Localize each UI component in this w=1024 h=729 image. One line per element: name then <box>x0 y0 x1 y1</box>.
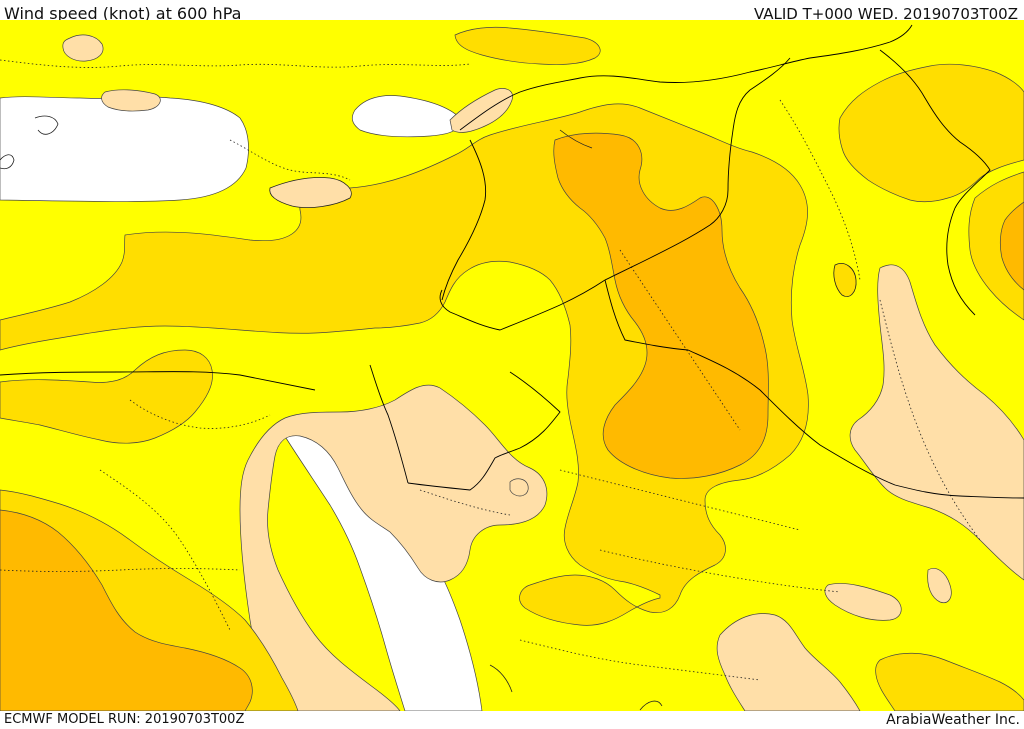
valid-time-label: VALID T+000 WED. 20190703T00Z <box>753 5 1018 23</box>
wind-band-high-far-east <box>999 201 1024 291</box>
wind-band-low-sinai <box>239 384 548 711</box>
wind-speed-map <box>0 20 1024 711</box>
wind-band-low-crete <box>101 89 161 112</box>
coastline-details <box>0 115 857 711</box>
wind-band-low-patch-c <box>509 478 529 497</box>
model-run-label: ECMWF MODEL RUN: 20190703T00Z <box>4 712 245 727</box>
provider-label: ArabiaWeather Inc. <box>886 712 1020 728</box>
wind-band-mid-northeast <box>838 63 1024 203</box>
wind-band-low-patch-a <box>824 583 902 621</box>
map-title: Wind speed (knot) at 600 hPa <box>4 4 242 23</box>
wind-band-mid-west-strip <box>0 349 213 444</box>
wind-band-low-coast <box>449 88 513 133</box>
wind-band-mid-far-east <box>968 171 1024 321</box>
national-borders <box>0 24 1024 499</box>
wind-band-low-southeast <box>716 613 861 711</box>
wind-band-low-patch-b <box>927 568 952 604</box>
mediterranean-sea-region <box>0 96 249 202</box>
wind-band-mid-turkey <box>454 26 601 65</box>
wind-band-high-southwest <box>0 509 253 711</box>
wind-band-low-east <box>849 264 1024 581</box>
wind-band-mid-southeast <box>875 652 1024 711</box>
internal-boundaries <box>0 59 981 681</box>
wind-band-low-cyprus <box>62 34 104 62</box>
wind-band-high-iraq <box>553 132 769 479</box>
